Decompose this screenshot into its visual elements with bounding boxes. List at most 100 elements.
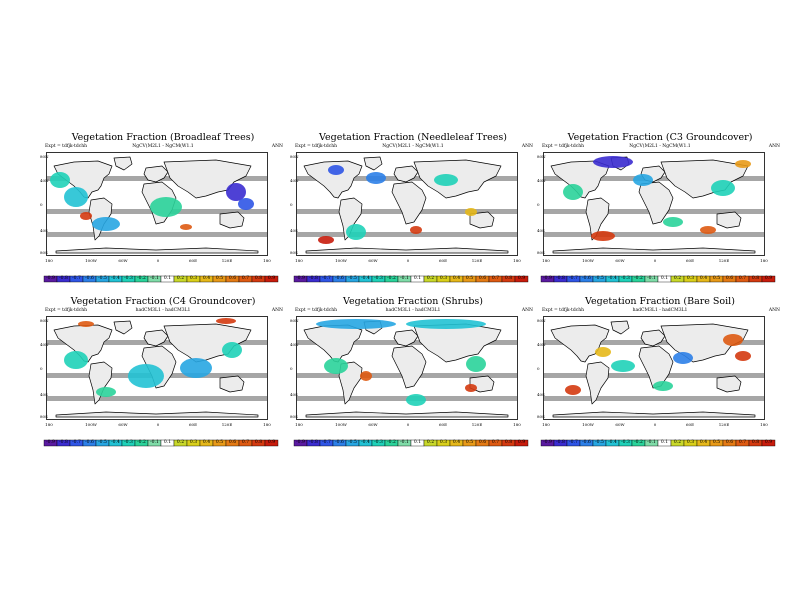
lat-label: 80S (537, 414, 545, 419)
colorbar-label: -0.1 (400, 440, 409, 445)
colorbar-label: -0.1 (150, 440, 159, 445)
colorbar-label: 0.7 (738, 440, 747, 445)
colorbar-svg (293, 439, 529, 447)
lat-label: 80N (537, 318, 546, 323)
lon-label: 180 (295, 258, 303, 263)
lon-label: 100W (582, 422, 594, 427)
colorbar-label: -0.2 (387, 440, 396, 445)
colorbar-label: 0.3 (686, 440, 695, 445)
field-patch (222, 342, 242, 358)
colorbar (293, 268, 529, 287)
colorbar-label: 0.4 (202, 276, 211, 281)
colorbar-label: 0.4 (452, 440, 461, 445)
colorbar-swatch (264, 275, 279, 283)
field-patch (700, 226, 716, 234)
continent-europe (143, 329, 169, 347)
lat-label: 40S (40, 228, 48, 233)
colorbar-label: 0.3 (189, 440, 198, 445)
colorbar-label: -0.9 (46, 276, 55, 281)
colorbar-label: 0.6 (725, 276, 734, 281)
field-patch (633, 174, 653, 186)
colorbar-label: 0.9 (764, 440, 773, 445)
colorbar-label: 0.1 (660, 276, 669, 281)
continent-antarctica (55, 411, 259, 418)
lon-label: 120E (718, 422, 730, 427)
continent-antarctica (305, 247, 509, 254)
lat-label: 80S (40, 414, 48, 419)
field-patch (92, 217, 120, 231)
lat-label: 80S (537, 250, 545, 255)
continent-antarctica (552, 411, 756, 418)
lon-label: 60W (118, 422, 128, 427)
colorbar-label: 0.6 (478, 276, 487, 281)
colorbar-swatch (514, 439, 529, 447)
colorbar-label: -0.2 (137, 440, 146, 445)
colorbar-label: -0.3 (374, 440, 383, 445)
colorbar-label: -0.2 (634, 276, 643, 281)
colorbar-label: -0.4 (608, 276, 617, 281)
colorbar-swatch (761, 439, 776, 447)
lat-label: 80S (290, 414, 298, 419)
colorbar-label: 0.8 (751, 440, 760, 445)
continent-greenland (363, 156, 383, 171)
world-map: 80N 40N 0 40S 80S (537, 316, 765, 420)
colorbar-label: -0.4 (111, 440, 120, 445)
continent-asia (163, 323, 252, 363)
colorbar-svg (540, 275, 776, 283)
lat-label: 80N (537, 154, 546, 159)
lon-label: 60W (615, 422, 625, 427)
colorbar-label: 0.5 (465, 276, 474, 281)
continent-south-america (585, 197, 610, 241)
field-patch (434, 174, 458, 186)
colorbar-label: 0.6 (228, 276, 237, 281)
colorbar-label: 0.5 (712, 440, 721, 445)
map-svg (296, 152, 518, 256)
colorbar-label: -0.8 (556, 440, 565, 445)
field-patch (318, 236, 334, 244)
colorbar-label: -0.4 (608, 440, 617, 445)
colorbar-label: 0.1 (163, 276, 172, 281)
panel-title: Vegetation Fraction (C4 Groundcover) (70, 296, 256, 307)
continent-australia (716, 211, 742, 229)
colorbar-label: -0.5 (595, 440, 604, 445)
expt-label: Expt = tdfjk-tdchh (295, 144, 338, 149)
world-map: 80N 40N 0 40S 80S (290, 152, 518, 256)
field-patch (563, 184, 583, 200)
lon-label: 60W (118, 258, 128, 263)
expt-label: Expt = tdfjk-tdchh (45, 308, 88, 313)
colorbar (540, 432, 776, 451)
continent-europe (143, 165, 169, 183)
colorbar-swatch (264, 439, 279, 447)
field-patch (723, 334, 743, 346)
lon-label: 180 (760, 258, 768, 263)
colorbar-label: 0.5 (465, 440, 474, 445)
colorbar-label: -0.4 (361, 440, 370, 445)
expt-label: Expt = tdfjk-tdchh (542, 144, 585, 149)
colorbar (293, 432, 529, 451)
colorbar-label: -0.1 (400, 276, 409, 281)
colorbar-label: 0.1 (660, 440, 669, 445)
colorbar-label: 0.5 (712, 276, 721, 281)
colorbar-label: 0.3 (439, 276, 448, 281)
field-patch (150, 197, 182, 217)
field-patch (180, 358, 212, 378)
continent-antarctica (552, 247, 756, 254)
colorbar-label: 0.4 (452, 276, 461, 281)
colorbar-label: 0.9 (267, 440, 276, 445)
runs-label: NgCV(M2L1 - NgCM(W1.1 (382, 144, 444, 149)
continent-asia (163, 159, 252, 199)
colorbar-swatch (514, 275, 529, 283)
field-patch (595, 347, 611, 357)
map-svg (543, 316, 765, 420)
lat-label: 40S (537, 392, 545, 397)
colorbar-label: 0.1 (163, 440, 172, 445)
colorbar-svg (43, 439, 279, 447)
world-map: 80N 40N 0 40S 80S (40, 152, 268, 256)
expt-label: Expt = tdfjk-tdchh (295, 308, 338, 313)
colorbar-label: 0.2 (426, 440, 435, 445)
field-patch (735, 351, 751, 361)
field-patch (366, 172, 386, 184)
field-patch (673, 352, 693, 364)
season-label: ANN (521, 144, 533, 149)
colorbar-label: -0.9 (543, 276, 552, 281)
